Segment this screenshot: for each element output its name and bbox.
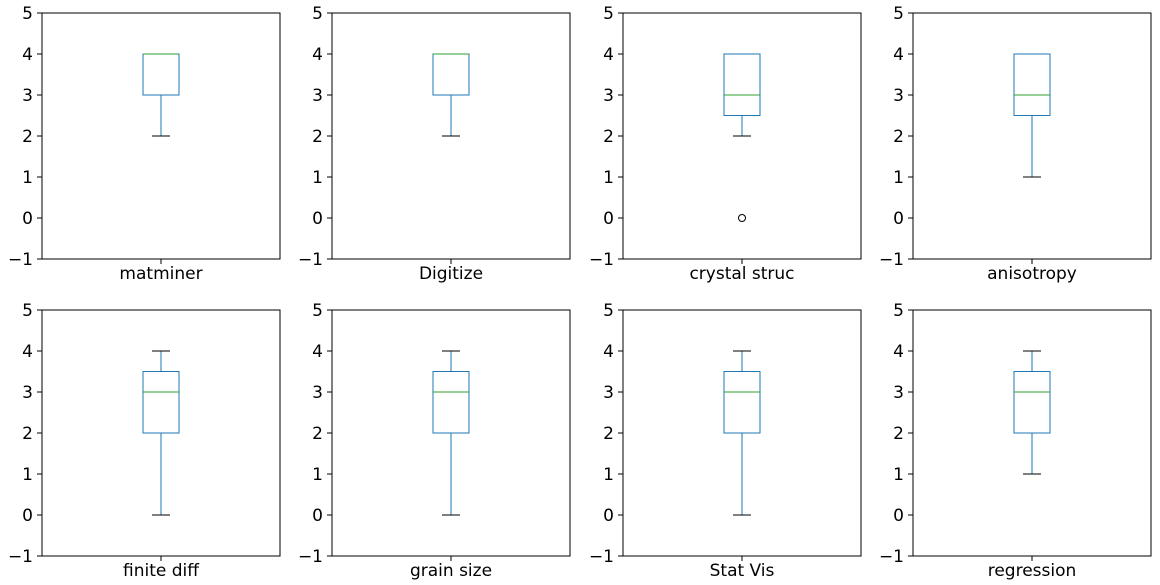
y-tick-label: 0 [22,209,33,229]
y-tick-label: 3 [893,383,904,403]
subplot-6: −1 0 1 2 3 4 5 Stat Vis [589,301,862,581]
y-tick-label: 0 [312,506,323,526]
y-tick-label: 2 [22,424,33,444]
x-tick-label: Digitize [419,264,483,284]
y-tick-label: 1 [603,168,614,188]
y-tick-label: 5 [312,301,323,321]
box [723,371,761,434]
y-tick-label: 3 [312,86,323,106]
y-tick-label: −1 [298,250,323,270]
y-tick-label: 2 [312,424,323,444]
y-tick-label: 4 [22,45,33,65]
x-tick-label: finite diff [123,561,200,581]
subplot-7: −1 0 1 2 3 4 5 regression [879,301,1152,581]
y-tick-label: 3 [893,86,904,106]
y-tick-label: 5 [22,301,33,321]
y-tick-label: −1 [8,250,33,270]
y-tick-label: −1 [298,547,323,567]
y-tick-label: 4 [893,342,904,362]
x-tick-label: anisotropy [987,264,1077,284]
y-tick-label: 1 [893,168,904,188]
y-tick-label: 1 [22,168,33,188]
y-tick-label: 3 [603,86,614,106]
y-tick-label: 0 [312,209,323,229]
box [723,53,761,116]
y-tick-label: 3 [312,383,323,403]
outlier-point [738,214,746,222]
y-tick-label: 0 [893,209,904,229]
y-tick-label: 0 [893,506,904,526]
y-tick-label: −1 [589,547,614,567]
y-tick-label: −1 [8,547,33,567]
y-tick-label: 4 [312,342,323,362]
x-tick-label: crystal struc [689,264,794,284]
y-tick-label: 2 [603,127,614,147]
box [432,371,470,434]
x-tick-label: matminer [119,264,202,284]
y-tick-label: 1 [22,465,33,485]
y-tick-label: −1 [879,250,904,270]
y-tick-label: 2 [312,127,323,147]
y-tick-label: 1 [312,465,323,485]
y-tick-label: 0 [603,506,614,526]
y-tick-label: −1 [879,547,904,567]
box [1013,371,1051,434]
y-tick-label: 5 [603,4,614,24]
y-tick-label: 4 [22,342,33,362]
y-tick-label: 4 [603,342,614,362]
y-tick-label: 5 [893,4,904,24]
y-tick-label: 0 [603,209,614,229]
x-tick-label: Stat Vis [710,561,775,581]
y-tick-label: 3 [603,383,614,403]
y-tick-label: 2 [22,127,33,147]
subplot-2: −1 0 1 2 3 4 5 crystal struc [589,4,862,284]
y-tick-label: 1 [312,168,323,188]
box [142,371,180,434]
y-tick-label: 1 [893,465,904,485]
subplot-3: −1 0 1 2 3 4 5 anisotropy [879,4,1152,284]
y-tick-label: 2 [893,424,904,444]
subplot-0: −1 0 1 2 3 4 5 matminer [8,4,281,284]
y-tick-label: 4 [603,45,614,65]
y-tick-label: 0 [22,506,33,526]
y-tick-label: 3 [22,383,33,403]
y-tick-label: 5 [312,4,323,24]
y-tick-label: 4 [893,45,904,65]
y-tick-label: 1 [603,465,614,485]
y-tick-label: −1 [589,250,614,270]
y-tick-label: 5 [603,301,614,321]
box [1013,53,1051,116]
subplot-1: −1 0 1 2 3 4 5 Digitize [298,4,571,284]
y-tick-label: 3 [22,86,33,106]
subplot-4: −1 0 1 2 3 4 5 finite diff [8,301,281,581]
subplot-5: −1 0 1 2 3 4 5 grain size [298,301,571,581]
x-tick-label: regression [988,561,1077,581]
y-tick-label: 4 [312,45,323,65]
x-tick-label: grain size [410,561,492,581]
y-tick-label: 5 [893,301,904,321]
y-tick-label: 5 [22,4,33,24]
y-tick-label: 2 [603,424,614,444]
y-tick-label: 2 [893,127,904,147]
